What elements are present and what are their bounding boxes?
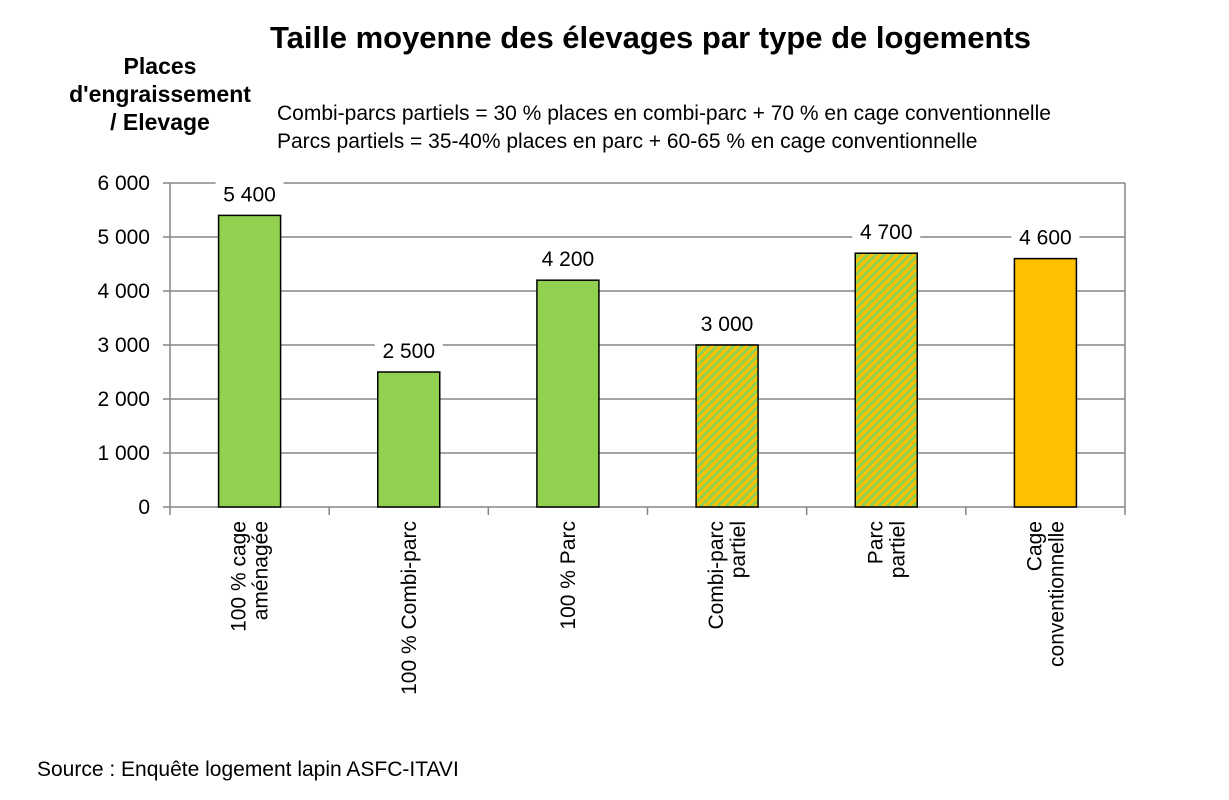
data-label: 3 000 [701, 313, 754, 336]
category-label-line: 100 % Parc [557, 521, 580, 630]
bar [1013, 257, 1078, 508]
y-tick-label: 6 000 [97, 172, 150, 195]
bar [377, 371, 441, 508]
category-label-line: partiel [727, 521, 750, 578]
category-label: 100 % cage aménagée [228, 521, 273, 632]
data-label: 4 200 [542, 248, 595, 271]
note-combi-parcs: Combi-parcs partiels = 30 % places en co… [277, 102, 1051, 125]
data-label-background [852, 217, 921, 246]
data-label: 4 700 [860, 221, 913, 244]
category-label-line: 100 % Combi-parc [398, 521, 421, 695]
chart-notes: Combi-parcs partiels = 30 % places en co… [277, 100, 1051, 156]
data-label-background [533, 244, 602, 273]
bar [695, 344, 759, 508]
data-label-background [374, 336, 443, 364]
y-axis-label: Places d'engraissement / Elevage [55, 52, 265, 136]
category-label-line: 100 % cage [228, 521, 251, 632]
y-axis-label-line-1: Places [123, 53, 197, 79]
category-label-line: Combi-parc [705, 521, 728, 630]
y-tick-label: 2 000 [97, 388, 150, 411]
category-label-line: aménagée [250, 521, 273, 620]
data-label: 4 600 [1019, 227, 1072, 250]
data-label: 5 400 [223, 183, 276, 206]
category-label-line: conventionnelle [1045, 521, 1068, 667]
chart-title: Taille moyenne des élevages par type de … [270, 20, 1031, 55]
data-label-background [215, 179, 284, 208]
source-note: Source : Enquête logement lapin ASFC-ITA… [37, 758, 459, 781]
y-axis-label-line-2: d'engraissement [69, 81, 251, 107]
bar [536, 279, 600, 508]
y-tick-label: 4 000 [97, 280, 150, 303]
category-label: Cage conventionnelle [1023, 521, 1068, 667]
data-label-background [1011, 222, 1080, 251]
data-label-background [693, 309, 762, 337]
category-label: 100 % Combi-parc [398, 521, 421, 695]
category-label-line: Parc [864, 521, 887, 564]
data-label: 2 500 [382, 340, 435, 363]
category-label-line: partiel [886, 521, 909, 578]
y-tick-label: 0 [138, 496, 150, 519]
note-parcs: Parcs partiels = 35-40% places en parc +… [277, 130, 978, 153]
category-label-line: Cage [1023, 521, 1046, 571]
bar [854, 252, 918, 508]
y-axis-label-line-3: / Elevage [110, 109, 210, 135]
bar [217, 214, 282, 508]
category-label: 100 % Parc [557, 521, 580, 630]
category-label: Combi-parc partiel [705, 521, 750, 630]
y-tick-label: 1 000 [97, 442, 150, 465]
y-tick-label: 5 000 [97, 226, 150, 249]
category-label: Parc partiel [864, 521, 909, 578]
y-tick-label: 3 000 [97, 334, 150, 357]
